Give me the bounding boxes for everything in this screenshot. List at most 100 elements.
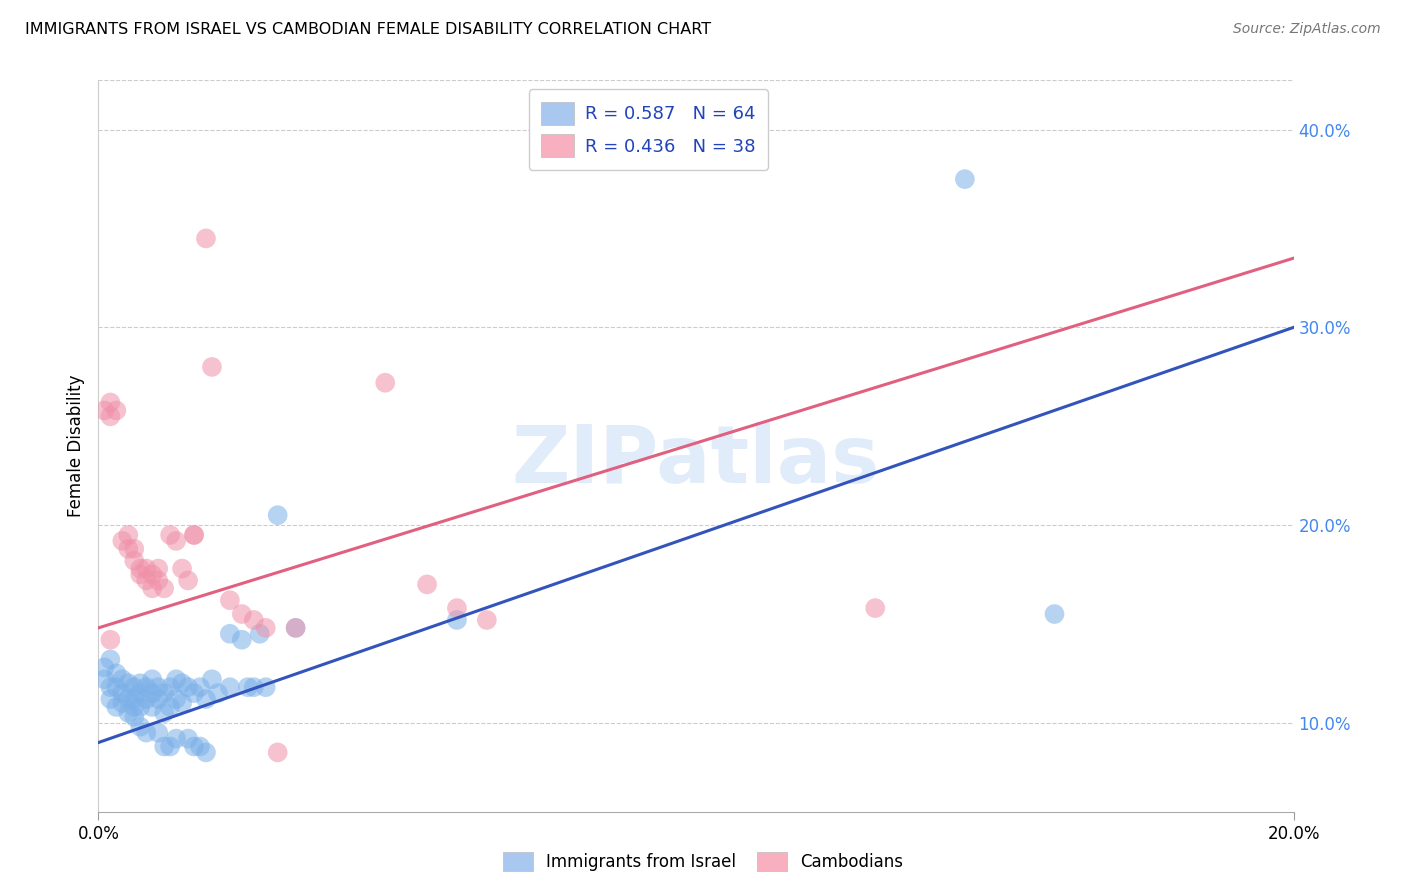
Point [148,561,170,575]
Point [124,692,146,706]
Point [111,673,134,687]
Point [141,686,163,700]
Legend: Immigrants from Israel, Cambodians: Immigrants from Israel, Cambodians [495,843,911,880]
Point [446,613,468,627]
Point [117,706,139,720]
Point [153,582,176,596]
Point [165,731,187,746]
Point [124,541,146,556]
Point [183,686,205,700]
Point [188,739,211,754]
Point [141,673,163,687]
Point [165,692,187,706]
Legend: R = 0.587   N = 64, R = 0.436   N = 38: R = 0.587 N = 64, R = 0.436 N = 38 [529,89,768,170]
Point [124,680,146,694]
Point [129,720,152,734]
Point [254,621,277,635]
Point [159,680,181,694]
Point [446,601,468,615]
Point [243,680,266,694]
Point [93,660,115,674]
Point [129,700,152,714]
Point [105,680,128,694]
Point [236,680,259,694]
Point [195,231,218,245]
Point [135,725,157,739]
Point [135,680,157,694]
Y-axis label: Female Disability: Female Disability [66,375,84,517]
Point [159,739,181,754]
Point [374,376,396,390]
Point [129,567,152,582]
Point [249,627,271,641]
Point [111,533,134,548]
Point [129,676,152,690]
Point [98,632,122,647]
Point [165,533,187,548]
Point [148,692,170,706]
Point [1043,607,1066,621]
Point [201,359,224,374]
Point [98,680,122,694]
Point [254,680,277,694]
Point [159,700,181,714]
Point [124,554,146,568]
Point [135,561,157,575]
Point [284,621,307,635]
Point [141,567,163,582]
Point [129,686,152,700]
Point [124,700,146,714]
Point [953,172,976,186]
Point [177,680,200,694]
Point [195,746,218,760]
Point [117,528,139,542]
Point [284,621,307,635]
Text: IMMIGRANTS FROM ISRAEL VS CAMBODIAN FEMALE DISABILITY CORRELATION CHART: IMMIGRANTS FROM ISRAEL VS CAMBODIAN FEMA… [25,22,711,37]
Point [195,692,218,706]
Point [117,676,139,690]
Point [219,593,242,607]
Point [135,692,157,706]
Text: ZIPatlas: ZIPatlas [512,422,880,500]
Point [159,528,181,542]
Text: Source: ZipAtlas.com: Source: ZipAtlas.com [1233,22,1381,37]
Point [141,582,163,596]
Point [183,528,205,542]
Point [188,680,211,694]
Point [267,508,290,523]
Point [98,409,122,424]
Point [177,574,200,588]
Point [111,686,134,700]
Point [207,686,229,700]
Point [117,541,139,556]
Point [111,696,134,710]
Point [98,395,122,409]
Point [183,528,205,542]
Point [416,577,439,591]
Point [105,666,128,681]
Point [475,613,498,627]
Point [117,692,139,706]
Point [201,673,224,687]
Point [172,696,194,710]
Point [243,613,266,627]
Point [267,746,290,760]
Point [148,725,170,739]
Point [153,686,176,700]
Point [231,607,253,621]
Point [129,561,152,575]
Point [105,403,128,417]
Point [93,673,115,687]
Point [135,574,157,588]
Point [98,652,122,666]
Point [172,561,194,575]
Point [153,739,176,754]
Point [124,710,146,724]
Point [105,700,128,714]
Point [183,739,205,754]
Point [172,676,194,690]
Point [98,692,122,706]
Point [865,601,887,615]
Point [153,706,176,720]
Point [148,680,170,694]
